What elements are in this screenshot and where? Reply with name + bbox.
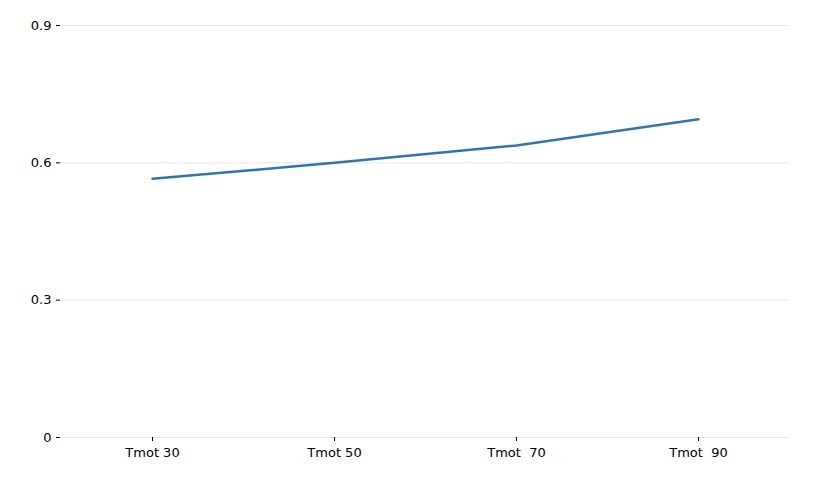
svg-text:0: 0 — [43, 430, 51, 445]
svg-text:0.9: 0.9 — [31, 18, 52, 33]
svg-text:Tmot 30: Tmot 30 — [124, 445, 179, 460]
svg-text:Tmot 50: Tmot 50 — [306, 445, 361, 460]
svg-text:Tmot 70: Tmot 70 — [486, 445, 545, 460]
svg-text:0.6: 0.6 — [31, 155, 52, 170]
svg-text:Tmot 90: Tmot 90 — [668, 445, 727, 460]
svg-text:0.3: 0.3 — [31, 292, 52, 307]
